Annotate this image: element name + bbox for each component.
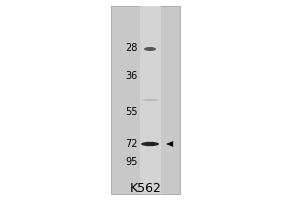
Text: 28: 28 (126, 43, 138, 53)
Bar (140, 6, 160, 194)
Ellipse shape (141, 142, 159, 146)
Text: K562: K562 (130, 182, 161, 194)
Text: 72: 72 (125, 139, 138, 149)
Text: 95: 95 (126, 157, 138, 167)
Ellipse shape (142, 99, 158, 101)
Text: 36: 36 (126, 71, 138, 81)
Text: 55: 55 (125, 107, 138, 117)
Polygon shape (167, 141, 173, 147)
Ellipse shape (144, 47, 156, 51)
Bar (111, 6, 180, 194)
